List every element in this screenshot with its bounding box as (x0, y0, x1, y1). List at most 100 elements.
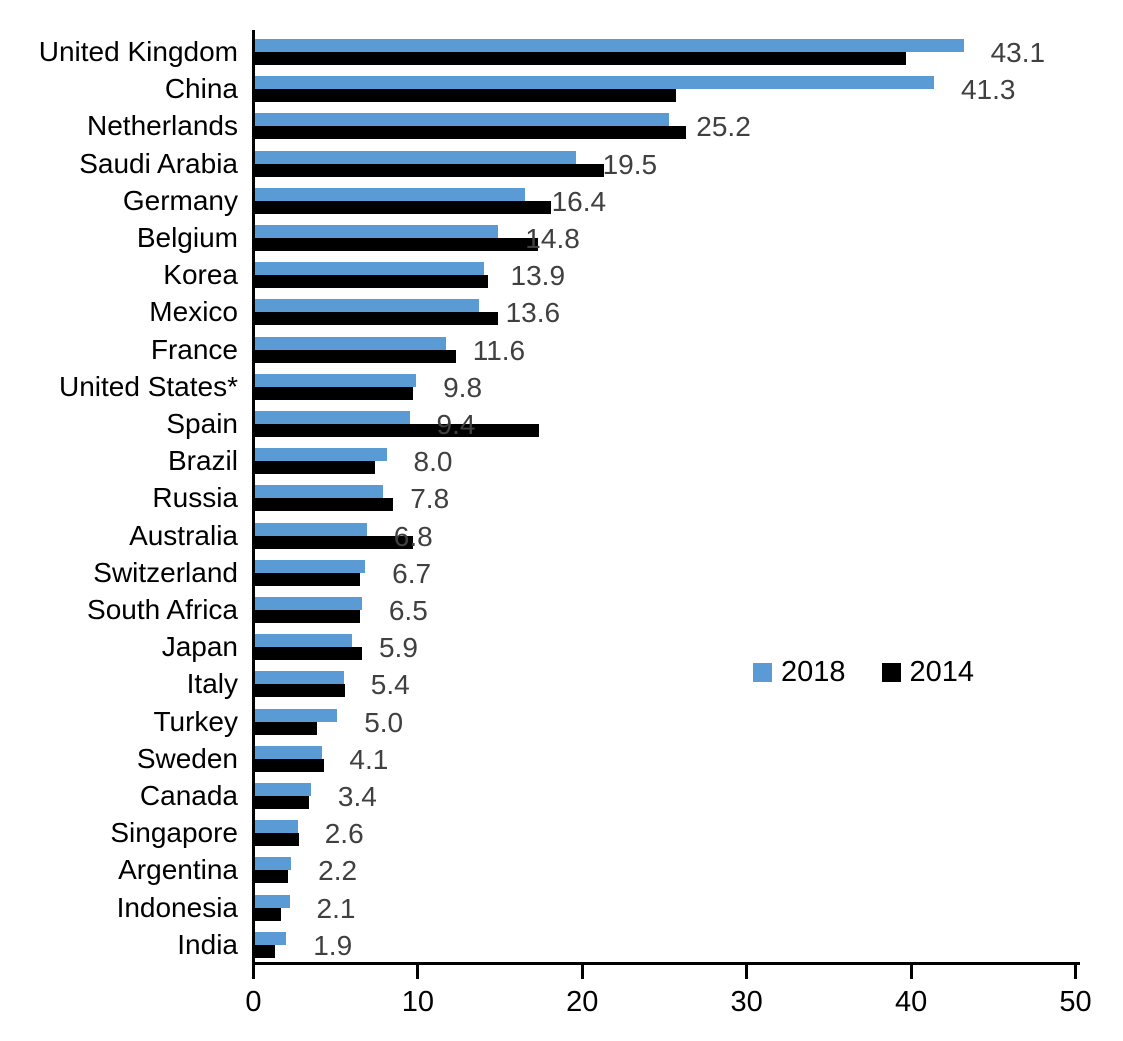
x-axis-tick-label-50: 50 (1059, 986, 1092, 1018)
bar-2014-china (255, 89, 676, 103)
bar-2018-russia (255, 485, 384, 499)
value-label-brazil: 8.0 (413, 446, 453, 478)
bar-2018-indonesia (255, 894, 290, 908)
category-label-brazil: Brazil (167, 445, 238, 477)
legend-swatch-2018-icon (753, 663, 772, 682)
value-label-argentina: 2.2 (318, 855, 358, 887)
bar-2014-sweden (255, 758, 325, 772)
legend-label-2014: 2014 (909, 656, 975, 688)
x-axis-tick-0 (252, 965, 255, 979)
bar-2018-france (255, 336, 446, 350)
category-label-belgium: Belgium (136, 222, 238, 253)
bar-2018-japan (255, 634, 352, 648)
bar-2014-indonesia (255, 907, 282, 921)
category-label-sweden: Sweden (136, 742, 238, 774)
category-label-spain: Spain (166, 408, 238, 439)
category-label-turkey: Turkey (153, 705, 238, 737)
category-label-united-states: United States* (59, 370, 238, 402)
bar-2018-italy (255, 671, 344, 685)
bar-2014-canada (255, 796, 310, 809)
bar-2014-netherlands (255, 126, 686, 140)
bar-2018-switzerland (255, 559, 366, 573)
legend-label-2018: 2018 (781, 656, 846, 688)
bar-2018-belgium (255, 225, 499, 238)
category-label-netherlands: Netherlands (87, 110, 238, 142)
value-label-canada: 3.4 (337, 781, 377, 812)
bar-2018-germany (255, 187, 525, 201)
x-axis-tick-label-30: 30 (730, 986, 763, 1018)
value-label-united-states: 9.8 (443, 371, 483, 403)
bar-2018-singapore (255, 820, 298, 834)
legend-entry-2014: 2014 (881, 656, 975, 689)
bar-2014-india (255, 944, 275, 958)
value-label-japan: 5.9 (378, 632, 418, 664)
value-label-korea: 13.9 (510, 260, 566, 292)
legend-swatch-2014-icon (881, 663, 901, 682)
bar-2014-belgium (255, 238, 538, 251)
bar-2018-argentina (255, 857, 292, 871)
bar-2018-netherlands (255, 113, 670, 127)
bar-2018-australia (255, 522, 367, 536)
bar-2014-united-kingdom (255, 52, 907, 65)
bar-2014-japan (255, 647, 362, 661)
category-label-singapore: Singapore (110, 817, 238, 849)
bar-2014-korea (255, 275, 489, 289)
x-axis-tick-label-40: 40 (894, 986, 928, 1018)
x-axis-tick-label-0: 0 (245, 986, 262, 1018)
y-axis-line (252, 30, 255, 965)
x-axis-tick-20 (580, 965, 584, 979)
x-axis-line (252, 962, 1080, 965)
bar-2018-spain (255, 411, 410, 424)
bar-2018-mexico (255, 299, 479, 313)
value-label-south-africa: 6.5 (388, 595, 428, 626)
bar-2014-singapore (255, 833, 300, 847)
value-label-saudi-arabia: 19.5 (602, 148, 658, 180)
x-axis-tick-label-20: 20 (566, 986, 599, 1018)
value-label-singapore: 2.6 (324, 818, 364, 850)
bar-2014-germany (255, 200, 551, 214)
x-axis-tick-50 (1074, 965, 1077, 979)
x-axis-tick-label-10: 10 (401, 986, 435, 1018)
category-label-russia: Russia (152, 482, 238, 514)
value-label-mexico: 13.6 (505, 297, 561, 329)
bar-2014-italy (255, 684, 346, 698)
bar-2018-south-africa (255, 597, 362, 610)
category-label-india: India (177, 928, 238, 960)
bar-2014-turkey (255, 721, 318, 735)
value-label-germany: 16.4 (551, 185, 607, 217)
value-label-china: 41.3 (960, 74, 1016, 106)
category-label-italy: Italy (186, 668, 238, 700)
bar-2018-canada (255, 783, 311, 796)
bar-2018-turkey (255, 708, 338, 722)
bar-2018-sweden (255, 745, 323, 759)
value-label-france: 11.6 (472, 334, 526, 366)
bar-2018-united-states (255, 373, 417, 387)
chart-legend: 2018 2014 (753, 656, 974, 689)
value-label-sweden: 4.1 (349, 743, 389, 775)
value-label-switzerland: 6.7 (392, 557, 432, 589)
bar-2018-saudi-arabia (255, 150, 576, 164)
legend-entry-2018: 2018 (753, 656, 846, 689)
category-label-france: France (150, 333, 238, 365)
category-label-japan: Japan (161, 631, 238, 663)
bar-2014-saudi-arabia (255, 163, 604, 177)
category-label-korea: Korea (163, 259, 238, 291)
x-axis-tick-40 (909, 965, 913, 979)
x-axis-tick-30 (745, 965, 749, 979)
value-label-turkey: 5.0 (364, 706, 404, 738)
category-label-australia: Australia (129, 519, 238, 551)
value-label-italy: 5.4 (370, 669, 410, 701)
value-label-india: 1.9 (313, 929, 353, 961)
category-label-indonesia: Indonesia (116, 891, 238, 923)
category-label-switzerland: Switzerland (93, 556, 238, 588)
category-label-argentina: Argentina (118, 854, 238, 886)
category-label-saudi-arabia: Saudi Arabia (79, 147, 238, 179)
bar-2018-korea (255, 262, 484, 276)
category-label-united-kingdom: United Kingdom (38, 36, 238, 67)
value-label-spain: 9.4 (436, 409, 476, 440)
bar-2018-china (255, 76, 934, 90)
value-label-united-kingdom: 43.1 (990, 37, 1046, 68)
category-label-south-africa: South Africa (87, 594, 238, 625)
value-label-russia: 7.8 (410, 483, 450, 515)
category-label-germany: Germany (122, 184, 238, 216)
